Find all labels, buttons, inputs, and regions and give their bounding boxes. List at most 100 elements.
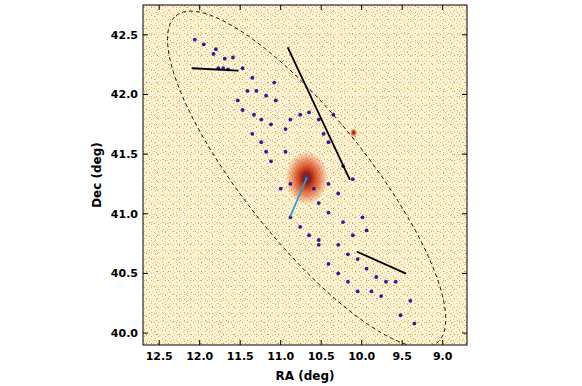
point — [284, 127, 288, 131]
x-tick-label: 9.5 — [392, 350, 412, 363]
point — [370, 289, 374, 293]
point — [365, 229, 369, 233]
x-tick-label: 10.0 — [348, 350, 375, 363]
point — [202, 42, 206, 46]
y-tick — [143, 273, 148, 274]
point — [327, 182, 331, 186]
point — [241, 66, 245, 70]
point — [379, 294, 383, 298]
point — [327, 211, 331, 215]
point — [317, 201, 321, 205]
point — [341, 220, 345, 224]
y-tick — [462, 273, 467, 274]
point — [214, 47, 218, 51]
x-tick — [361, 340, 362, 345]
point — [322, 132, 326, 136]
page: {"chart_data": {"type": "scatter", "xlab… — [0, 0, 582, 386]
point — [408, 299, 412, 303]
point — [241, 108, 245, 112]
point — [298, 225, 302, 229]
point — [255, 89, 259, 93]
point — [289, 118, 293, 122]
region-ellipse — [167, 11, 445, 345]
point — [252, 113, 256, 117]
x-tick — [240, 5, 241, 10]
point — [231, 56, 235, 60]
x-tick — [321, 5, 322, 10]
point — [374, 275, 378, 279]
point — [361, 215, 365, 219]
y-tick-label: 42.5 — [111, 29, 138, 42]
x-tick — [240, 340, 241, 345]
y-tick — [462, 333, 467, 334]
x-tick-label: 12.0 — [186, 350, 213, 363]
point — [236, 99, 240, 103]
axes-frame — [143, 5, 467, 345]
y-tick — [143, 333, 148, 334]
point — [212, 52, 216, 56]
plot-background — [143, 5, 467, 345]
point — [351, 177, 355, 181]
x-tick — [159, 5, 160, 10]
point — [250, 76, 254, 80]
point — [336, 272, 340, 276]
x-tick — [442, 340, 443, 345]
y-tick-label: 41.0 — [111, 208, 138, 221]
point — [259, 118, 263, 122]
point — [336, 243, 340, 247]
y-tick — [143, 213, 148, 214]
y-tick-label: 40.0 — [111, 327, 138, 340]
point — [298, 113, 302, 117]
point — [264, 94, 268, 98]
y-tick — [143, 34, 148, 35]
x-tick-label: 9.0 — [433, 350, 453, 363]
x-tick — [402, 5, 403, 10]
chart: 12.512.011.511.010.510.09.59.040.040.541… — [0, 0, 582, 386]
plot-background — [143, 5, 467, 345]
y-tick-label: 41.5 — [111, 148, 138, 161]
plot-area — [167, 11, 445, 345]
y-tick — [143, 154, 148, 155]
y-tick — [462, 213, 467, 214]
x-tick — [361, 5, 362, 10]
x-tick — [442, 5, 443, 10]
point — [269, 159, 273, 163]
point — [279, 187, 283, 191]
point — [274, 99, 278, 103]
point — [412, 322, 416, 326]
point — [269, 122, 273, 126]
x-tick-label: 11.5 — [227, 350, 254, 363]
glow — [350, 128, 357, 137]
x-tick — [199, 340, 200, 345]
point — [289, 182, 293, 186]
point — [356, 257, 360, 261]
point — [399, 313, 403, 317]
point — [327, 262, 331, 266]
point — [193, 38, 197, 42]
point — [365, 267, 369, 271]
streak — [290, 178, 306, 216]
point — [356, 289, 360, 293]
y-tick — [462, 154, 467, 155]
y-tick — [462, 94, 467, 95]
point — [317, 238, 321, 242]
point — [259, 140, 263, 144]
point — [312, 187, 316, 191]
point — [394, 280, 398, 284]
point — [307, 110, 311, 114]
x-tick-label: 11.0 — [267, 350, 294, 363]
point — [272, 81, 276, 85]
point — [317, 243, 321, 247]
point — [336, 192, 340, 196]
streak — [192, 48, 405, 273]
x-tick — [159, 340, 160, 345]
point — [351, 233, 355, 237]
point — [246, 89, 250, 93]
point — [223, 57, 227, 61]
x-tick — [199, 5, 200, 10]
x-tick — [280, 340, 281, 345]
y-axis-label: Dec (deg) — [90, 142, 104, 208]
x-axis-label: RA (deg) — [276, 369, 335, 383]
point — [284, 150, 288, 154]
point — [307, 233, 311, 237]
